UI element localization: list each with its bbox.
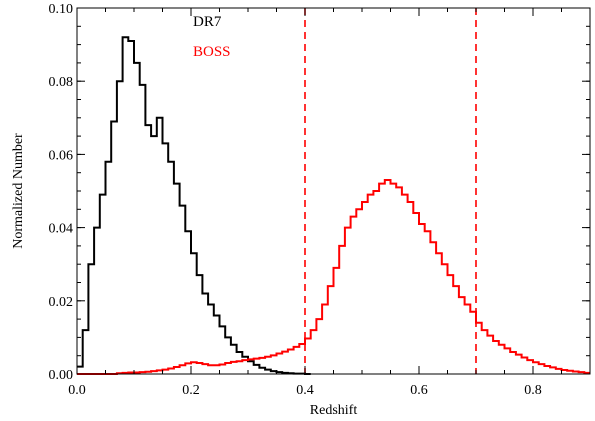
x-tick-label: 0.8 bbox=[524, 383, 542, 398]
y-tick-label: 0.00 bbox=[49, 368, 74, 383]
reference-lines bbox=[304, 8, 477, 374]
legend: DR7 BOSS bbox=[193, 14, 231, 60]
legend-entry-dr7: DR7 bbox=[193, 14, 222, 30]
y-tick-label: 0.08 bbox=[49, 75, 74, 90]
series-boss bbox=[77, 179, 590, 375]
x-tick-label: 0.0 bbox=[68, 383, 86, 398]
x-tick-label: 0.4 bbox=[296, 383, 314, 398]
legend-entry-boss: BOSS bbox=[193, 44, 231, 60]
y-tick-label: 0.06 bbox=[49, 148, 74, 163]
series-dr7 bbox=[77, 36, 311, 375]
y-tick-label: 0.02 bbox=[49, 295, 74, 310]
y-axis-title: Normalized Number bbox=[11, 133, 26, 249]
x-tick-label: 0.2 bbox=[182, 383, 200, 398]
y-tick-label: 0.04 bbox=[49, 222, 74, 237]
x-axis: 0.0 0.2 0.4 0.6 0.8 bbox=[68, 8, 591, 398]
series-layer bbox=[77, 36, 590, 375]
x-axis-title: Redshift bbox=[310, 403, 358, 418]
x-tick-label: 0.6 bbox=[410, 383, 428, 398]
y-tick-label: 0.10 bbox=[49, 2, 74, 17]
plot-frame bbox=[76, 7, 591, 375]
y-axis: 0.00 0.02 0.04 0.06 0.08 0.10 bbox=[49, 2, 590, 383]
